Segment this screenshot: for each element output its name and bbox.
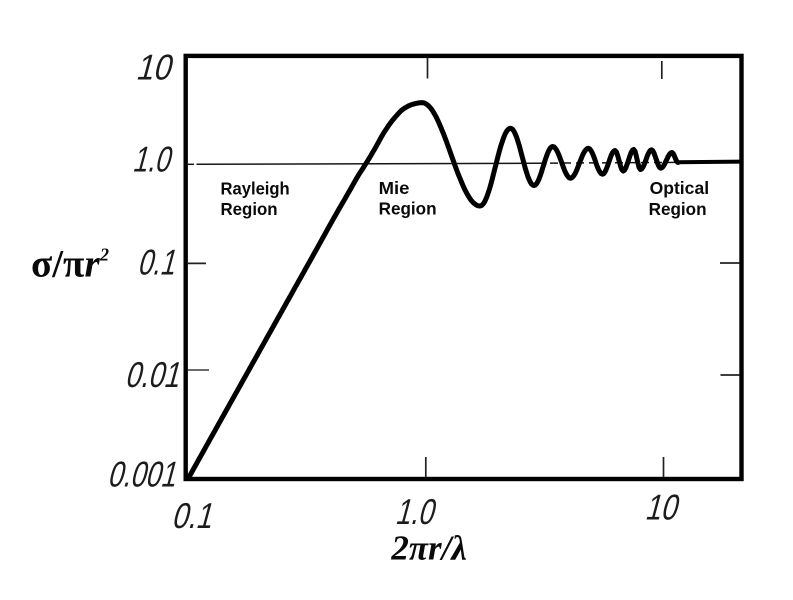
svg-text:r: r xyxy=(85,243,101,286)
svg-text:σ/π: σ/π xyxy=(31,243,84,286)
svg-text:2: 2 xyxy=(99,244,109,264)
svg-text:Region: Region xyxy=(379,198,437,218)
svg-text:0.01: 0.01 xyxy=(122,355,187,395)
svg-text:Mie: Mie xyxy=(379,178,410,198)
svg-text:2πr/λ: 2πr/λ xyxy=(390,529,467,568)
svg-text:0.001: 0.001 xyxy=(105,454,184,494)
svg-text:Rayleigh: Rayleigh xyxy=(221,179,290,199)
svg-text:Region: Region xyxy=(221,199,278,219)
svg-text:Region: Region xyxy=(649,199,707,219)
svg-text:Optical: Optical xyxy=(650,178,710,198)
